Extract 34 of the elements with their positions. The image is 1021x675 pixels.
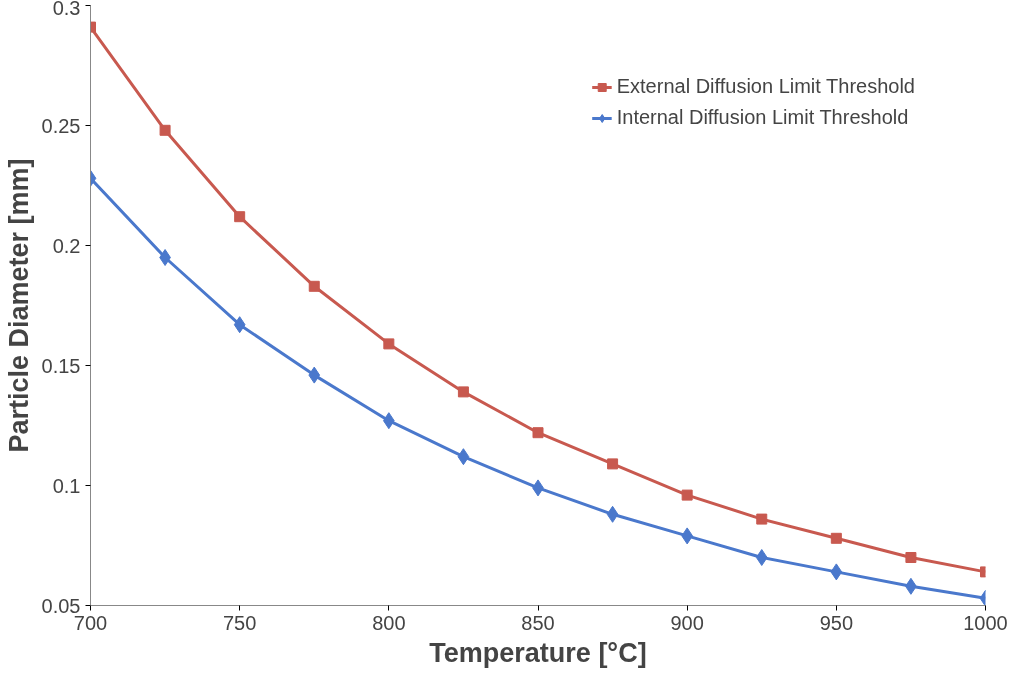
point — [159, 249, 171, 266]
x-tick-label: 750 — [222, 611, 257, 634]
y-axis-title: Particle Diameter [mm] — [3, 158, 34, 453]
x-tick-label: 900 — [670, 611, 704, 634]
x-tick-label: 1000 — [963, 611, 1008, 634]
point — [755, 549, 768, 566]
point — [457, 386, 469, 398]
point — [606, 505, 619, 523]
point — [756, 513, 768, 525]
legend-label: External Diffusion Limit Threshold — [616, 75, 915, 98]
point — [308, 366, 321, 384]
point — [233, 316, 246, 334]
y-tick-label: 0.2 — [52, 234, 81, 257]
point — [681, 489, 693, 501]
x-tick-label: 850 — [521, 611, 555, 634]
y-tick-label: 0.05 — [41, 594, 81, 617]
point — [532, 427, 544, 439]
point — [830, 532, 842, 544]
x-tick-label: 800 — [372, 611, 406, 634]
point — [308, 280, 320, 292]
point — [607, 458, 619, 470]
x-tick-label: 950 — [819, 611, 854, 634]
point — [159, 124, 171, 136]
point — [905, 552, 917, 563]
y-tick-label: 0.1 — [52, 474, 81, 497]
point — [234, 211, 246, 223]
point — [457, 448, 470, 466]
y-tick-label: 0.25 — [41, 114, 81, 137]
y-tick-label: 0.15 — [41, 354, 81, 377]
y-tick-label: 0.3 — [52, 0, 81, 19]
x-axis-title: Temperature [°C] — [429, 637, 647, 668]
point — [830, 563, 843, 581]
legend-label: Internal Diffusion Limit Threshold — [616, 106, 909, 129]
point — [383, 338, 395, 350]
